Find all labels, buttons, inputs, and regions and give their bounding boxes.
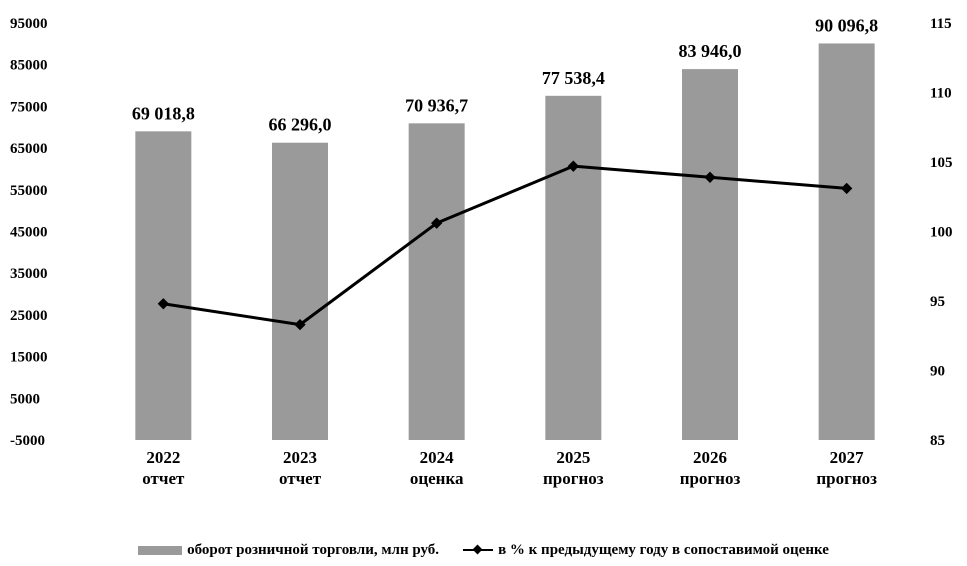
category-year-label: 2025 [556,448,590,467]
category-year-label: 2026 [693,448,727,467]
line-point [157,298,169,310]
category-type-label: прогноз [816,469,877,488]
legend-bar-swatch [138,545,183,555]
category-year-label: 2023 [283,448,317,467]
bar-value-label: 77 538,4 [542,68,605,88]
left-tick-label: 75000 [10,99,48,115]
right-tick-label: 85 [930,433,945,449]
bar-value-label: 90 096,8 [815,15,878,35]
left-tick-label: 45000 [10,225,48,241]
bar [135,131,192,440]
line-point [431,217,443,229]
right-tick-label: 100 [930,225,953,241]
bar-value-label: 66 296,0 [269,115,332,135]
left-tick-label: 35000 [10,266,48,282]
category-type-label: прогноз [543,469,604,488]
line-series [157,160,853,331]
legend-label-bars: оборот розничной торговли, млн руб. [187,541,440,558]
bar-value-label: 83 946,0 [679,41,742,61]
bar [545,95,602,440]
category-type-label: оценка [410,469,464,488]
line-point [294,318,306,331]
left-tick-label: -5000 [10,433,45,449]
category-axis: 2022 отчет 2023 отчет 2024 оценка 2025 прогноз 2… [142,448,877,488]
line-point [841,182,853,195]
bar-series [135,43,875,440]
right-tick-label: 95 [930,294,945,310]
legend: оборот розничной торговли, млн руб. в % … [0,538,967,562]
category-year-label: 2022 [146,448,180,467]
category-type-label: отчет [279,469,322,488]
bar-value-label: 70 936,7 [405,95,468,115]
category-type-label: прогноз [680,469,741,488]
legend-item-line: в % к предыдущему году в сопоставимой оц… [463,542,829,559]
legend-line-swatch [463,544,494,556]
category-year-label: 2024 [420,448,455,467]
legend-label-line: в % к предыдущему году в сопоставимой оц… [498,541,829,558]
right-axis: 115 110 105 100 95 90 85 [930,16,953,449]
bar [272,142,328,440]
right-tick-label: 115 [930,16,952,32]
left-tick-label: 15000 [10,350,48,366]
chart: 95000 85000 75000 65000 55000 45000 35000 25000… [10,15,953,488]
legend-item-bars: оборот розничной торговли, млн руб. [138,542,439,559]
line-point [704,171,716,183]
bar-value-label: 69 018,8 [132,103,195,123]
left-tick-label: 95000 [10,16,48,32]
category-type-label: отчет [142,469,185,488]
right-tick-label: 90 [930,364,945,380]
right-tick-label: 110 [930,86,952,102]
left-tick-label: 25000 [10,308,48,324]
left-tick-label: 85000 [10,58,48,74]
left-tick-label: 55000 [10,183,48,199]
bar-data-labels: 69 018,8 66 296,0 70 936,7 77 538,4 83 946,0… [132,15,878,134]
left-tick-label: 65000 [10,141,48,157]
bar [682,69,738,440]
line-point [567,160,579,172]
left-tick-label: 5000 [10,391,40,407]
left-axis: 95000 85000 75000 65000 55000 45000 35000 25000… [10,16,48,449]
bar [408,123,465,440]
category-year-label: 2027 [830,448,865,467]
line-path [163,164,847,327]
bar [818,43,875,440]
right-tick-label: 105 [930,155,953,171]
